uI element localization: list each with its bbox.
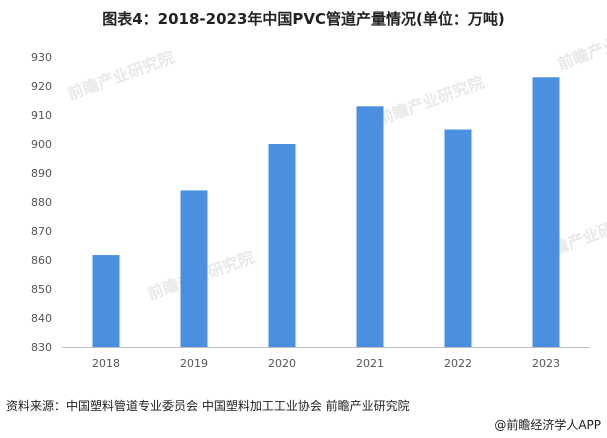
- x-tick-label: 2021: [356, 357, 384, 370]
- x-tick-label: 2023: [532, 357, 560, 370]
- source-note: 资料来源：中国塑料管道专业委员会 中国塑料加工工业协会 前瞻产业研究院: [6, 399, 410, 413]
- x-tick-label: 2020: [268, 357, 296, 370]
- bar-2020: [268, 144, 296, 347]
- y-tick-label: 900: [31, 138, 52, 151]
- credit-text: @前瞻经济学人APP: [494, 418, 601, 432]
- y-tick-label: 830: [31, 341, 52, 354]
- watermark-text: 前瞻产业研究院: [65, 48, 177, 104]
- bar-2021: [356, 106, 384, 347]
- x-tick-label: 2019: [180, 357, 208, 370]
- watermark-text: 前瞻产业研究院: [375, 73, 487, 129]
- bar-2019: [180, 190, 208, 347]
- y-axis: 830 840 850 860 870 880 890 900 910 920 930: [31, 51, 52, 354]
- bar-2018: [92, 255, 120, 347]
- y-tick-label: 880: [31, 196, 52, 209]
- x-tick-label: 2022: [444, 357, 472, 370]
- y-tick-label: 850: [31, 283, 52, 296]
- y-tick-label: 870: [31, 225, 52, 238]
- bars-group: [92, 77, 560, 348]
- y-tick-label: 860: [31, 254, 52, 267]
- y-tick-label: 920: [31, 80, 52, 93]
- watermark-text: 前瞻产业研究院: [555, 18, 607, 74]
- x-tick-label: 2018: [92, 357, 120, 370]
- y-tick-label: 910: [31, 109, 52, 122]
- x-axis: 2018 2019 2020 2021 2022 2023: [92, 357, 560, 370]
- y-tick-label: 840: [31, 312, 52, 325]
- chart-title: 图表4：2018-2023年中国PVC管道产量情况(单位：万吨): [102, 10, 505, 28]
- bar-2022: [444, 129, 472, 347]
- y-tick-label: 930: [31, 51, 52, 64]
- y-tick-label: 890: [31, 167, 52, 180]
- bar-2023: [532, 77, 560, 348]
- watermark-layer: 前瞻产业研究院前瞻产业研究院前瞻产业研究院前瞻产业研究院前瞻产业研究院: [65, 18, 607, 304]
